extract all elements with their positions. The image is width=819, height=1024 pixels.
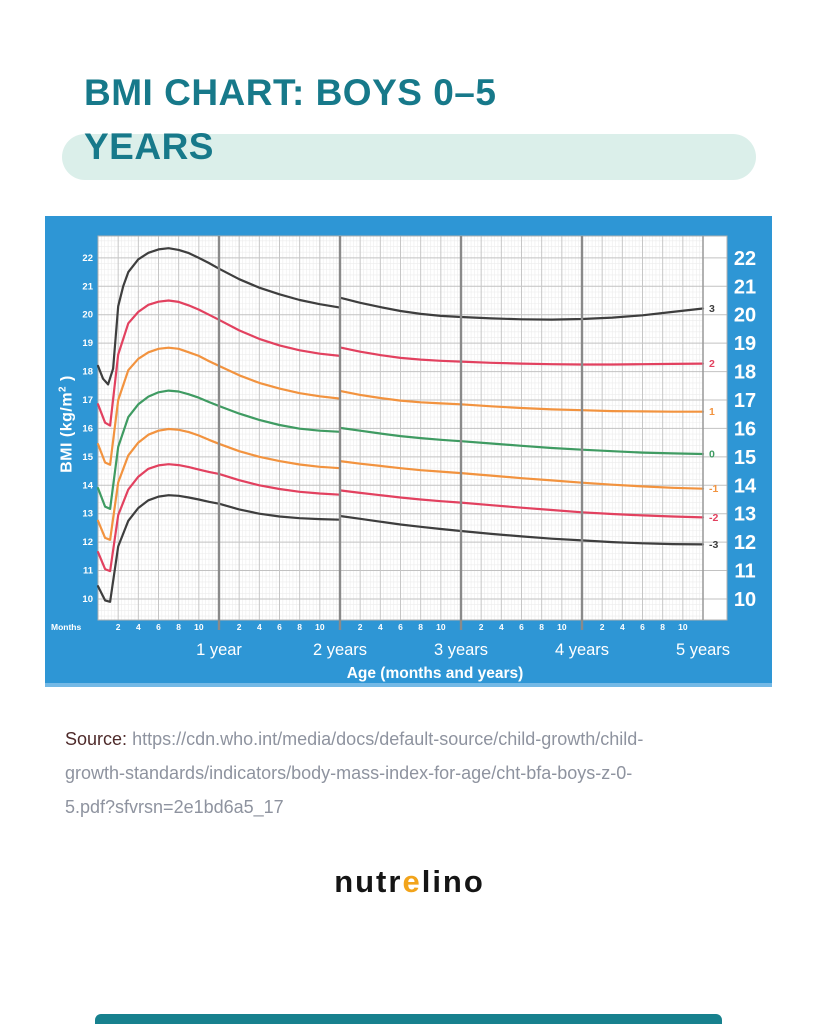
curve-z3-seg2 <box>338 296 705 321</box>
zscore-label-2: 2 <box>709 358 715 370</box>
right-axis-tick: 20 <box>734 305 756 327</box>
right-axis-tick: 13 <box>734 504 756 526</box>
month-tick: 2 <box>600 622 605 632</box>
month-tick: 10 <box>678 622 688 632</box>
month-tick: 10 <box>194 622 204 632</box>
month-tick: 6 <box>156 622 161 632</box>
y-axis-superscript: 2 <box>57 385 69 392</box>
month-tick: 10 <box>315 622 325 632</box>
logo-accent-letter: e <box>402 864 422 899</box>
page-title-line2: YEARS <box>84 126 214 167</box>
right-axis-tick: 15 <box>734 447 756 469</box>
curve-z1-seg1 <box>96 346 342 466</box>
source-citation: Source: https://cdn.who.int/media/docs/d… <box>65 722 650 824</box>
month-tick: 4 <box>257 622 262 632</box>
right-axis-tick: 18 <box>734 362 756 384</box>
right-axis-tick: 14 <box>734 475 757 497</box>
year-label: 2 years <box>313 641 367 659</box>
right-axis-tick: 12 <box>734 532 756 554</box>
left-axis-tick: 16 <box>82 423 93 434</box>
left-axis-tick: 11 <box>83 566 94 577</box>
chart-svg: 3210-1-2-3101112131415161718192021221011… <box>51 235 757 682</box>
curve-z-3-seg2 <box>338 514 705 546</box>
month-tick: 8 <box>539 622 544 632</box>
x-axis-title: Age (months and years) <box>347 665 524 682</box>
right-axis-tick: 11 <box>734 561 755 583</box>
month-tick: 4 <box>378 622 383 632</box>
left-axis-tick: 20 <box>82 310 93 321</box>
months-axis-label: Months <box>51 622 81 632</box>
month-tick: 6 <box>398 622 403 632</box>
source-url-link[interactable]: https://cdn.who.int/media/docs/default-s… <box>65 729 644 817</box>
right-axis-tick: 17 <box>734 390 756 412</box>
curve-z-1-seg1 <box>96 427 342 541</box>
zscore-label-1: 1 <box>709 406 715 418</box>
curve-z3-seg1 <box>96 247 342 386</box>
curve-z2-seg1 <box>96 299 342 427</box>
footer-accent-bar <box>95 1014 722 1024</box>
month-tick: 8 <box>176 622 181 632</box>
month-tick: 6 <box>277 622 282 632</box>
source-label: Source: <box>65 729 128 749</box>
curve-z-2-seg1 <box>96 463 342 573</box>
month-tick: 8 <box>418 622 423 632</box>
month-tick: 4 <box>136 622 141 632</box>
title-highlight-bar <box>62 134 756 180</box>
left-axis-tick: 13 <box>82 509 93 520</box>
curve-z0-seg2 <box>338 426 705 456</box>
month-tick: 6 <box>519 622 524 632</box>
year-label: 1 year <box>196 641 242 659</box>
curve-z-3-seg1 <box>96 494 342 603</box>
right-axis-tick: 19 <box>734 333 756 355</box>
zscore-label-3: 3 <box>709 303 715 315</box>
month-tick: 8 <box>660 622 665 632</box>
curve-z0-seg1 <box>96 389 342 510</box>
month-tick: 2 <box>116 622 121 632</box>
right-axis-tick: 16 <box>734 418 756 440</box>
left-axis-tick: 21 <box>82 281 93 292</box>
month-tick: 10 <box>557 622 567 632</box>
zscore-label--2: -2 <box>709 512 718 524</box>
zscore-label--3: -3 <box>709 539 718 551</box>
page-title: BMI CHART: BOYS 0–5 YEARS <box>84 66 496 174</box>
left-axis-tick: 15 <box>82 452 93 463</box>
left-axis-tick: 17 <box>82 395 93 406</box>
left-axis-tick: 19 <box>82 338 93 349</box>
curve-z-2-seg2 <box>338 489 705 519</box>
month-tick: 6 <box>640 622 645 632</box>
curve-z2-seg2 <box>338 346 705 366</box>
page-title-line1: BMI CHART: BOYS 0–5 <box>84 72 497 113</box>
left-axis-tick: 18 <box>82 367 93 378</box>
right-axis-tick: 21 <box>734 276 756 298</box>
month-tick: 2 <box>358 622 363 632</box>
left-axis-tick: 14 <box>82 480 93 491</box>
year-label: 3 years <box>434 641 488 659</box>
zscore-label--1: -1 <box>709 483 718 495</box>
year-label: 4 years <box>555 641 609 659</box>
left-axis-tick: 12 <box>82 537 93 548</box>
left-axis-tick: 22 <box>82 253 93 264</box>
month-tick: 2 <box>237 622 242 632</box>
right-axis-tick: 22 <box>734 248 756 270</box>
right-axis-tick: 10 <box>734 589 756 611</box>
curve-z1-seg2 <box>338 389 705 413</box>
month-tick: 10 <box>436 622 446 632</box>
month-tick: 2 <box>479 622 484 632</box>
year-label: 5 years <box>676 641 730 659</box>
month-tick: 4 <box>620 622 625 632</box>
left-axis-tick: 10 <box>82 594 93 605</box>
bmi-growth-chart: 3 2 1 0 -1 -2 -3 10 11 12 13 14 15 16 17 18 19 20 21 22 10 11… <box>45 216 772 687</box>
plot-border <box>97 235 728 621</box>
month-tick: 4 <box>499 622 504 632</box>
nutrelino-logo: nutrelino <box>334 864 485 899</box>
curve-z-1-seg2 <box>338 460 705 490</box>
month-tick: 8 <box>297 622 302 632</box>
zscore-label-0: 0 <box>709 449 715 461</box>
